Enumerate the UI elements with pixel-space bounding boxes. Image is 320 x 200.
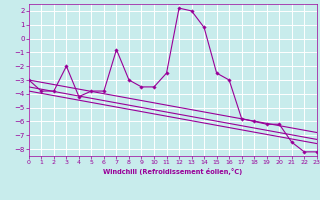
X-axis label: Windchill (Refroidissement éolien,°C): Windchill (Refroidissement éolien,°C) bbox=[103, 168, 243, 175]
